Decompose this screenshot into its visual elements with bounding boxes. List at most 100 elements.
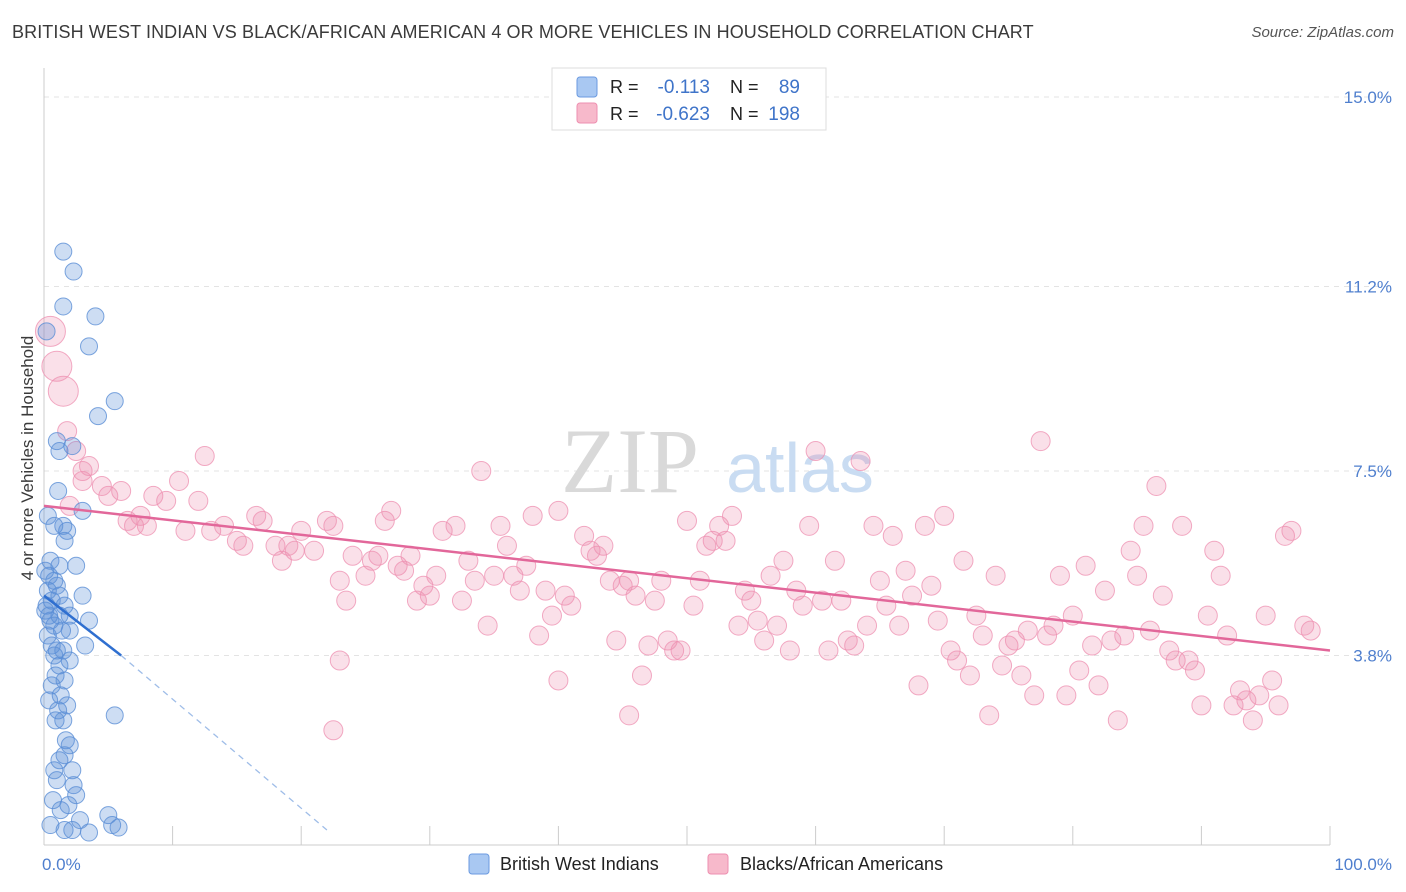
gridlines — [44, 96, 1392, 657]
pink-point-9 — [111, 480, 132, 501]
pink-point-143 — [1049, 565, 1070, 586]
pink-point-3 — [57, 421, 78, 442]
blue-point-18 — [41, 551, 60, 570]
watermark-zip: ZIP — [561, 410, 699, 512]
legend-top: R = -0.113 N = 89 R = -0.623 N = 198 — [551, 67, 827, 131]
blue-point-53 — [58, 696, 77, 715]
pink-point-153 — [1114, 625, 1135, 646]
legend-bottom-label-pink: Blacks/African Americans — [740, 854, 943, 874]
pink-point-7 — [91, 475, 112, 496]
legend-n-label-1: N = — [730, 104, 759, 124]
blue-point-57 — [46, 711, 65, 730]
legend-r-value-1: -0.623 — [656, 104, 710, 125]
pink-point-48 — [426, 565, 447, 586]
legend-n-label-0: N = — [730, 77, 759, 97]
pink-point-63 — [529, 625, 550, 646]
pink-point-171 — [1229, 680, 1250, 701]
pink-point-80 — [644, 590, 665, 611]
blue-point-1 — [64, 262, 83, 281]
blue-point-77 — [41, 816, 60, 835]
legend-n-value-0: 89 — [779, 77, 800, 98]
pink-point-77 — [625, 585, 646, 606]
pink-point-129 — [959, 665, 980, 686]
pink-point-115 — [869, 570, 890, 591]
pink-point-99 — [767, 615, 788, 636]
blue-point-6 — [105, 392, 124, 411]
pink-point-165 — [1191, 695, 1212, 716]
trend-line-pink — [43, 504, 1331, 652]
pink-point-1 — [41, 350, 73, 382]
pink-point-169 — [1217, 625, 1238, 646]
pink-point-124 — [927, 610, 948, 631]
pink-point-55 — [477, 615, 498, 636]
pink-point-164 — [1184, 660, 1205, 681]
pink-point-101 — [779, 640, 800, 661]
pink-point-58 — [496, 535, 517, 556]
pink-point-181 — [1300, 620, 1321, 641]
pink-point-84 — [670, 640, 691, 661]
pink-point-176 — [1262, 670, 1283, 691]
pink-point-147 — [1075, 555, 1096, 576]
pink-point-122 — [914, 515, 935, 536]
pink-point-182 — [323, 720, 344, 741]
pink-point-69 — [574, 525, 595, 546]
blue-point-66 — [67, 786, 86, 805]
pink-point-138 — [1017, 620, 1038, 641]
pink-point-148 — [1082, 635, 1103, 656]
pink-point-25 — [252, 510, 273, 531]
source-label: Source: ZipAtlas.com — [1251, 24, 1394, 41]
legend-swatch-pink — [576, 102, 598, 124]
pink-point-62 — [522, 505, 543, 526]
pink-point-160 — [1159, 640, 1180, 661]
pink-point-19 — [194, 446, 215, 467]
trend-line-blue — [43, 594, 122, 657]
pink-point-91 — [715, 530, 736, 551]
pink-point-43 — [394, 560, 415, 581]
blue-point-3 — [86, 307, 105, 326]
pink-point-6 — [79, 456, 100, 477]
pink-point-33 — [323, 515, 344, 536]
pink-point-179 — [1281, 520, 1302, 541]
blue-point-46 — [60, 651, 79, 670]
pink-point-155 — [1127, 565, 1148, 586]
pink-point-126 — [940, 640, 961, 661]
blue-point-60 — [55, 746, 74, 765]
pink-point-16 — [169, 470, 190, 491]
pink-point-31 — [304, 540, 325, 561]
pink-point-123 — [921, 575, 942, 596]
blue-point-39 — [60, 621, 79, 640]
pink-point-187 — [72, 470, 93, 491]
pink-point-74 — [606, 630, 627, 651]
pink-point-166 — [1197, 605, 1218, 626]
pink-point-98 — [760, 565, 781, 586]
blue-point-56 — [54, 711, 73, 730]
blue-point-43 — [47, 641, 66, 660]
pink-point-56 — [484, 565, 505, 586]
pink-point-47 — [419, 585, 440, 606]
pink-point-2 — [47, 375, 79, 407]
x-tick-labels: 0.0% 100.0% — [42, 855, 1392, 874]
blue-point-38 — [53, 621, 72, 640]
pink-point-45 — [406, 590, 427, 611]
legend-swatch-blue — [576, 76, 598, 98]
pink-point-118 — [889, 615, 910, 636]
pink-point-15 — [156, 490, 177, 511]
pink-point-170 — [1223, 695, 1244, 716]
chart-title: BRITISH WEST INDIAN VS BLACK/AFRICAN AME… — [12, 22, 1034, 42]
blue-point-40 — [38, 626, 57, 645]
pink-point-112 — [850, 451, 871, 472]
pink-point-71 — [586, 545, 607, 566]
pink-point-34 — [329, 570, 350, 591]
blue-point-22 — [40, 566, 59, 585]
pink-point-140 — [1030, 431, 1051, 452]
pink-point-79 — [638, 635, 659, 656]
y-tick-label-3: 15.0% — [1344, 88, 1392, 107]
pink-point-105 — [805, 441, 826, 462]
y-axis-label: 4 or more Vehicles in Household — [18, 336, 37, 581]
blue-point-61 — [50, 751, 69, 770]
series-blacks-african-americans — [34, 315, 1321, 741]
legend-bottom: British West Indians Blacks/African Amer… — [468, 853, 943, 875]
blue-point-59 — [60, 736, 79, 755]
pink-point-54 — [471, 461, 492, 481]
